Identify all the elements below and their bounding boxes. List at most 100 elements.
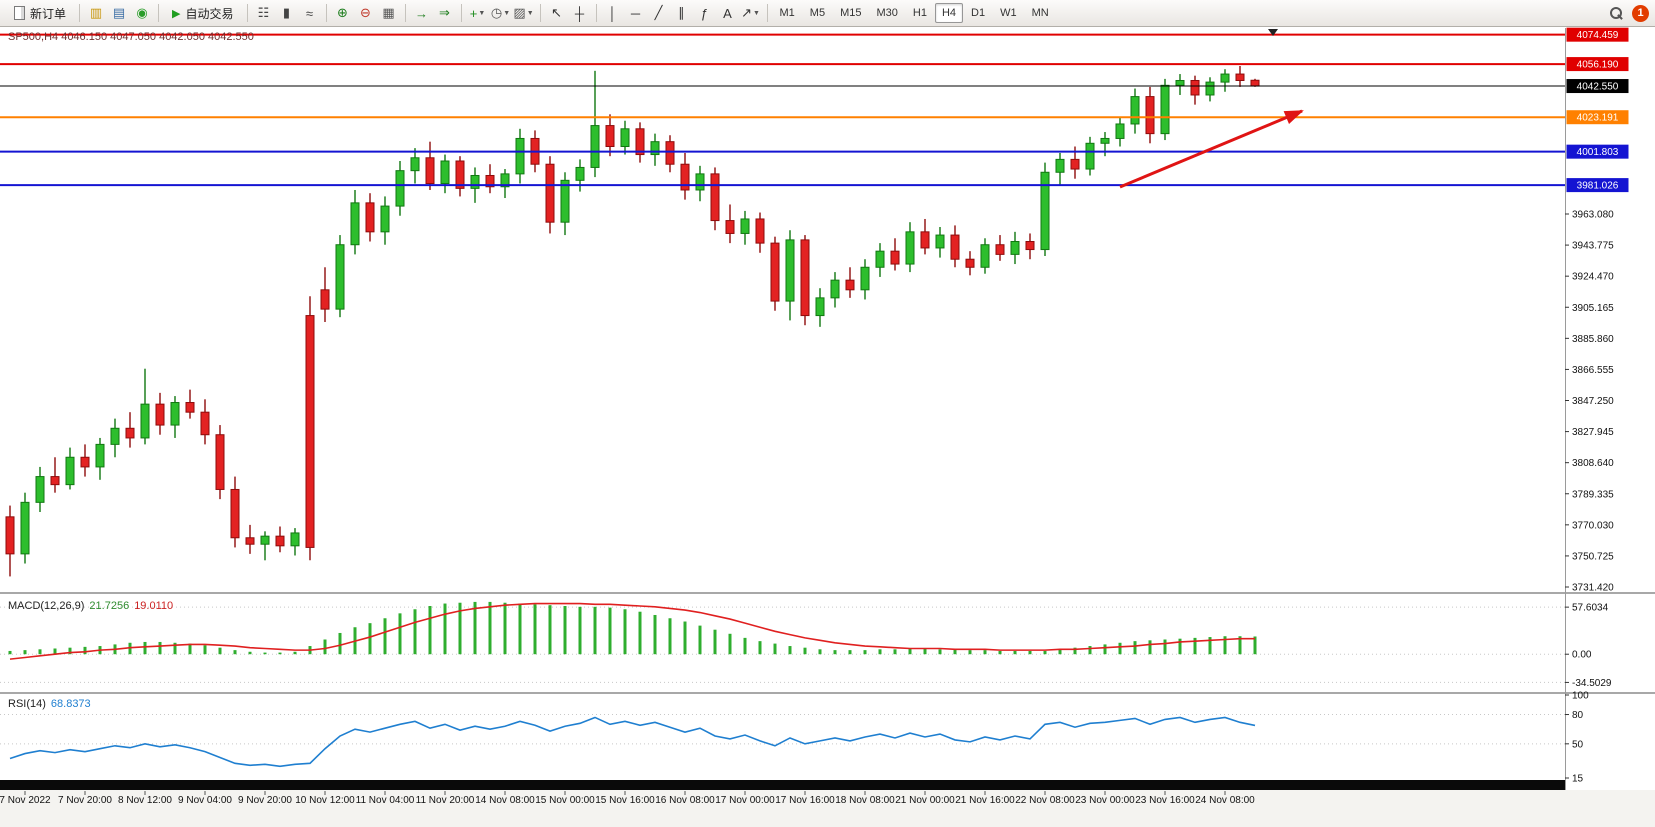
- timeframe-m30[interactable]: M30: [876, 7, 898, 19]
- navigator-icon-glyph: ◉: [136, 5, 148, 20]
- time-axis-background: [0, 790, 1655, 827]
- time-axis-label: 8 Nov 12:00: [118, 795, 172, 806]
- candle-body: [35, 476, 45, 503]
- candle-body: [125, 427, 135, 439]
- candle-body: [665, 141, 675, 165]
- toolbar-separator: [404, 4, 406, 22]
- candle-body: [605, 125, 615, 148]
- cursor-icon[interactable]: ↖: [546, 2, 568, 24]
- search-icon[interactable]: [1605, 2, 1627, 24]
- candle-body: [740, 218, 750, 234]
- price-label-text: 4074.459: [1577, 30, 1619, 41]
- line-chart-icon[interactable]: ≈: [299, 2, 321, 24]
- macd-panel-divider[interactable]: [0, 592, 1655, 594]
- candle-body: [455, 160, 465, 189]
- candle-body: [545, 163, 555, 223]
- market-watch-icon-glyph: ▤: [112, 5, 126, 20]
- candle-body: [5, 516, 15, 555]
- time-axis-label: 21 Nov 00:00: [895, 795, 955, 806]
- candle-body: [1025, 241, 1035, 251]
- new-order-button[interactable]: 新订单: [6, 2, 74, 24]
- price-tick-label: 3963.080: [1572, 210, 1614, 221]
- notification-badge[interactable]: 1: [1632, 4, 1649, 22]
- time-axis-label: 17 Nov 00:00: [715, 795, 775, 806]
- zoom-in-icon[interactable]: ⊕: [332, 2, 354, 24]
- crosshair-icon[interactable]: ┼: [569, 2, 591, 24]
- macd-signal-line: [9, 602, 1255, 660]
- chart-shift-icon[interactable]: ⇒: [434, 2, 456, 24]
- candle-body: [260, 535, 270, 545]
- trend-arrow-head[interactable]: [1283, 104, 1307, 125]
- horizontal-scrollbar[interactable]: [0, 780, 1565, 790]
- chevron-down-icon: ▼: [503, 9, 511, 17]
- templates-icon[interactable]: ▨ ▼: [513, 2, 535, 24]
- charts-icon[interactable]: ▥: [85, 2, 107, 24]
- tile-windows-icon[interactable]: ▦: [378, 2, 400, 24]
- candle-body: [1040, 171, 1050, 251]
- trendline-icon[interactable]: ╱: [648, 2, 670, 24]
- timeframe-m15[interactable]: M15: [840, 7, 862, 19]
- zoom-out-icon[interactable]: ⊖: [355, 2, 377, 24]
- vertical-line-icon[interactable]: │: [602, 2, 624, 24]
- text-tool-icon-glyph: A: [723, 5, 732, 21]
- tile-windows-icon-glyph: ▦: [382, 5, 395, 20]
- rsi-panel-divider[interactable]: [0, 692, 1655, 694]
- market-watch-icon[interactable]: ▤: [108, 2, 130, 24]
- bar-chart-icon[interactable]: ☷: [253, 2, 275, 24]
- text-tool-icon[interactable]: A: [717, 2, 739, 24]
- candle-body: [950, 234, 960, 260]
- candle-body: [920, 231, 930, 249]
- horizontal-line-icon[interactable]: ─: [625, 2, 647, 24]
- arrows-tool-icon-glyph: ↗: [741, 5, 752, 20]
- periods-icon[interactable]: ◷ ▼: [490, 2, 512, 24]
- timeframe-w1[interactable]: W1: [1000, 7, 1017, 19]
- chart-shift-marker[interactable]: [1268, 29, 1278, 36]
- channel-icon[interactable]: ∥: [671, 2, 693, 24]
- toolbar-separator: [158, 4, 160, 22]
- bar-chart-icon-glyph: ☷: [257, 5, 270, 20]
- candle-body: [350, 202, 360, 246]
- fibonacci-icon[interactable]: ƒ: [694, 2, 716, 24]
- chart-shift-icon-glyph: ⇒: [439, 5, 450, 20]
- price-tick-label: 3770.030: [1572, 520, 1614, 531]
- new-order-button-label: 新订单: [30, 6, 67, 21]
- auto-trading-button[interactable]: ▶ 自动交易: [164, 2, 241, 24]
- price-label-text: 4001.803: [1577, 147, 1619, 158]
- candle-body: [1010, 241, 1020, 255]
- arrows-tool-icon[interactable]: ↗ ▼: [740, 2, 762, 24]
- candle-body: [620, 128, 630, 148]
- candle-body: [395, 170, 405, 207]
- auto-trading-button-label: 自动交易: [185, 6, 234, 21]
- candle-body: [485, 174, 495, 188]
- timeframe-m1[interactable]: M1: [779, 7, 795, 19]
- trendline-icon-glyph: ╱: [654, 5, 663, 20]
- timeframe-mn[interactable]: MN: [1031, 7, 1049, 19]
- candlestick-chart-icon[interactable]: ▮: [276, 2, 298, 24]
- candle-body: [980, 244, 990, 268]
- main-toolbar: 新订单 ▥ ▤ ◉ ▶ 自动交易 ☷ ▮ ≈ ⊕ ⊖ ▦ → ⇒ + ▼ ◷ ▼ ▨ ▼ ↖ ┼ │ ─ ╱ ∥ ƒ A ↗ ▼ M1 M5 M…: [0, 0, 1655, 27]
- auto-scroll-icon[interactable]: →: [411, 2, 433, 24]
- candle-body: [725, 220, 735, 234]
- trend-arrow-line[interactable]: [1119, 109, 1303, 189]
- timeframe-m5[interactable]: M5: [809, 7, 826, 19]
- time-axis-label: 24 Nov 08:00: [1195, 795, 1255, 806]
- timeframe-d1[interactable]: D1: [971, 7, 986, 19]
- candle-body: [875, 250, 885, 268]
- chart-title: SP500,H4 4046.150 4047.050 4042.050 4042…: [8, 31, 254, 43]
- crosshair-icon-glyph: ┼: [574, 5, 585, 21]
- timeframe-h4[interactable]: H4: [934, 3, 963, 23]
- candle-body: [1145, 96, 1155, 135]
- timeframe-h1[interactable]: H1: [912, 7, 927, 19]
- navigator-icon[interactable]: ◉: [131, 2, 153, 24]
- candle-body: [80, 456, 90, 468]
- auto-trading-icon: ▶: [172, 7, 181, 20]
- candle-body: [440, 160, 450, 185]
- fibonacci-icon-glyph: ƒ: [700, 5, 709, 21]
- indicators-icon[interactable]: + ▼: [467, 2, 489, 24]
- candle-body: [1205, 81, 1215, 96]
- candle-body: [470, 174, 480, 189]
- time-axis-label: 17 Nov 16:00: [775, 795, 835, 806]
- toolbar-separator: [246, 4, 248, 22]
